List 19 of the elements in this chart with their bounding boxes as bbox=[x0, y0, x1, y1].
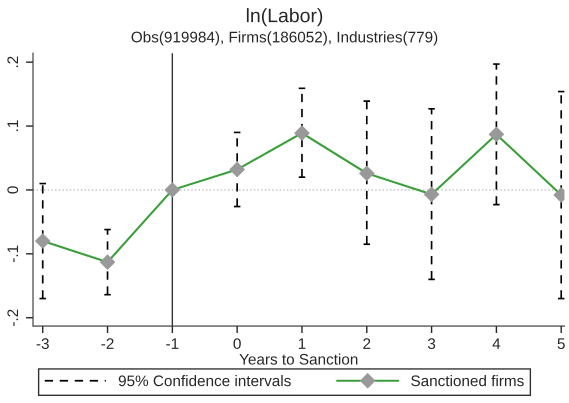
x-tick-label: -1 bbox=[166, 338, 178, 349]
y-tick-label: 0 bbox=[7, 186, 18, 194]
chart-title: ln(Labor) bbox=[246, 8, 322, 26]
x-tick-label: -3 bbox=[36, 338, 49, 350]
chart-subtitle: Obs(919984), Firms(186052), Industries(779) bbox=[132, 31, 438, 46]
legend-label: Sanctioned firms bbox=[411, 375, 524, 386]
x-axis-title: Years to Sanction bbox=[239, 353, 358, 365]
y-tick-label: -.2 bbox=[7, 310, 18, 326]
y-tick-label: .2 bbox=[7, 56, 18, 68]
x-tick-label: -2 bbox=[101, 338, 114, 349]
x-tick-label: 4 bbox=[492, 338, 500, 349]
y-tick-label: .1 bbox=[8, 120, 18, 132]
x-tick-label: 2 bbox=[363, 338, 370, 349]
text: 95% Confidence intervals bbox=[118, 375, 291, 386]
y-tick-label: -.1 bbox=[8, 246, 18, 262]
x-tick-label: 1 bbox=[298, 338, 306, 349]
x-tick-label: 0 bbox=[234, 338, 241, 350]
x-tick-label: 5 bbox=[558, 338, 565, 350]
x-tick-label: 3 bbox=[428, 338, 436, 350]
